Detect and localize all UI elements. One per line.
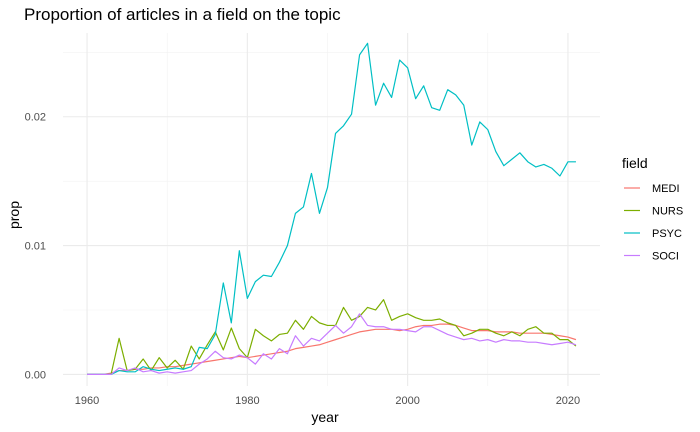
x-tick-label: 2020 bbox=[556, 395, 580, 407]
x-tick-label: 2000 bbox=[395, 395, 419, 407]
legend-label-psyc: PSYC bbox=[652, 228, 682, 240]
y-tick-label: 0.02 bbox=[25, 112, 46, 124]
major-gridlines bbox=[63, 33, 600, 386]
y-axis-title: prop bbox=[6, 201, 22, 229]
y-axis-ticks: 0.00 0.01 0.02 bbox=[25, 112, 46, 382]
y-tick-label: 0.00 bbox=[25, 369, 46, 381]
legend: field MEDI NURS PSYC SOCI bbox=[622, 155, 683, 263]
series-line-medi bbox=[87, 323, 577, 376]
x-tick-label: 1960 bbox=[75, 395, 99, 407]
y-tick-label: 0.01 bbox=[25, 241, 46, 253]
x-axis-title: year bbox=[311, 409, 339, 425]
series-line-psyc bbox=[87, 42, 576, 376]
chart-title: Proportion of articles in a field on the… bbox=[24, 5, 341, 24]
series-line-nurs bbox=[87, 299, 577, 376]
minor-gridlines bbox=[63, 33, 600, 386]
x-axis-ticks: 1960 1980 2000 2020 bbox=[75, 395, 580, 407]
series-line-soci bbox=[87, 313, 577, 376]
legend-label-soci: SOCI bbox=[652, 251, 679, 263]
legend-label-nurs: NURS bbox=[652, 206, 683, 218]
x-tick-label: 1980 bbox=[235, 395, 259, 407]
series-lines bbox=[87, 42, 577, 376]
legend-label-medi: MEDI bbox=[652, 183, 680, 195]
legend-title: field bbox=[622, 155, 648, 171]
